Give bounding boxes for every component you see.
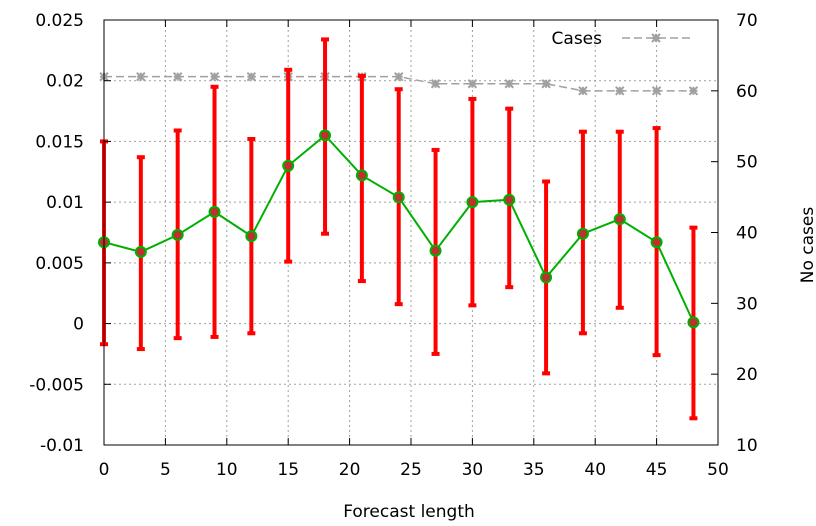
y-tick-label: -0.01 — [40, 436, 84, 456]
y2-tick-label: 20 — [736, 365, 758, 385]
x-tick-label: 20 — [339, 460, 361, 480]
x-tick-label: 50 — [707, 460, 729, 480]
x-axis-label: Forecast length — [343, 502, 475, 522]
mean-point — [319, 129, 332, 142]
y2-tick-label: 60 — [736, 82, 758, 102]
legend-sample-marker — [651, 33, 661, 43]
x-tick-label: 30 — [462, 460, 484, 480]
y2-tick-label: 40 — [736, 224, 758, 244]
cases-point — [209, 71, 220, 82]
y-tick-label: 0.01 — [46, 193, 84, 213]
cases-point — [136, 71, 146, 82]
mean-point — [503, 193, 516, 206]
y2-tick-label: 50 — [736, 153, 758, 173]
mean-point — [355, 169, 368, 182]
y2-tick-label: 70 — [736, 11, 758, 31]
mean-point — [282, 159, 295, 172]
cases-point — [467, 79, 478, 89]
plot-border — [103, 19, 719, 446]
y-tick-label: 0.015 — [35, 132, 84, 152]
x-tick-label: 0 — [99, 460, 110, 480]
x-tick-label: 45 — [646, 460, 668, 480]
mean-point — [687, 316, 700, 329]
y-tick-label: -0.005 — [29, 375, 84, 395]
x-tick-label: 10 — [216, 460, 238, 480]
x-tick-label: 15 — [277, 460, 299, 480]
mean-point — [576, 227, 589, 240]
cases-point — [504, 79, 514, 89]
mean-point — [466, 196, 479, 209]
mean-point — [650, 236, 663, 249]
y-tick-label: 0.025 — [35, 11, 84, 31]
mean-point — [245, 230, 258, 243]
y-tick-label: 0 — [73, 315, 84, 335]
mean-point — [208, 205, 221, 218]
cases-point — [541, 79, 551, 89]
mean-point — [392, 191, 405, 204]
mean-series — [98, 129, 700, 329]
x-tick-label: 25 — [400, 460, 422, 480]
mean-point — [613, 213, 626, 226]
y-tick-label: 0.005 — [35, 254, 84, 274]
cases-point — [430, 79, 441, 89]
cases-point — [578, 86, 588, 96]
cases-point — [615, 86, 625, 96]
y2-tick-labels: 10 20 30 40 50 60 70 — [736, 11, 758, 456]
cases-point — [651, 86, 662, 96]
error-bars — [100, 37, 698, 421]
plot-frame — [103, 19, 719, 446]
y-tick-label: 0.02 — [46, 72, 84, 92]
x-tick-label: 40 — [584, 460, 606, 480]
y2-tick-label: 10 — [736, 436, 758, 456]
mean-point — [134, 245, 147, 258]
cases-point — [394, 71, 404, 82]
x-tick-label: 35 — [523, 460, 545, 480]
y2-tick-label: 30 — [736, 294, 758, 314]
legend: Cases — [552, 29, 690, 49]
mean-point — [429, 244, 442, 257]
cases-point — [246, 71, 257, 82]
y-tick-labels: -0.01 -0.005 0 0.005 0.01 0.015 0.02 0.025 — [29, 11, 84, 456]
mean-point — [540, 271, 553, 284]
cases-point — [172, 71, 183, 82]
x-tick-label: 5 — [160, 460, 171, 480]
y2-axis-label: No cases — [798, 207, 816, 284]
cases-point — [688, 86, 699, 96]
mean-point — [171, 228, 184, 241]
grid — [104, 20, 718, 445]
legend-label-cases: Cases — [552, 29, 603, 49]
x-tick-labels: 0 5 10 15 20 25 30 35 40 45 50 — [99, 460, 729, 480]
